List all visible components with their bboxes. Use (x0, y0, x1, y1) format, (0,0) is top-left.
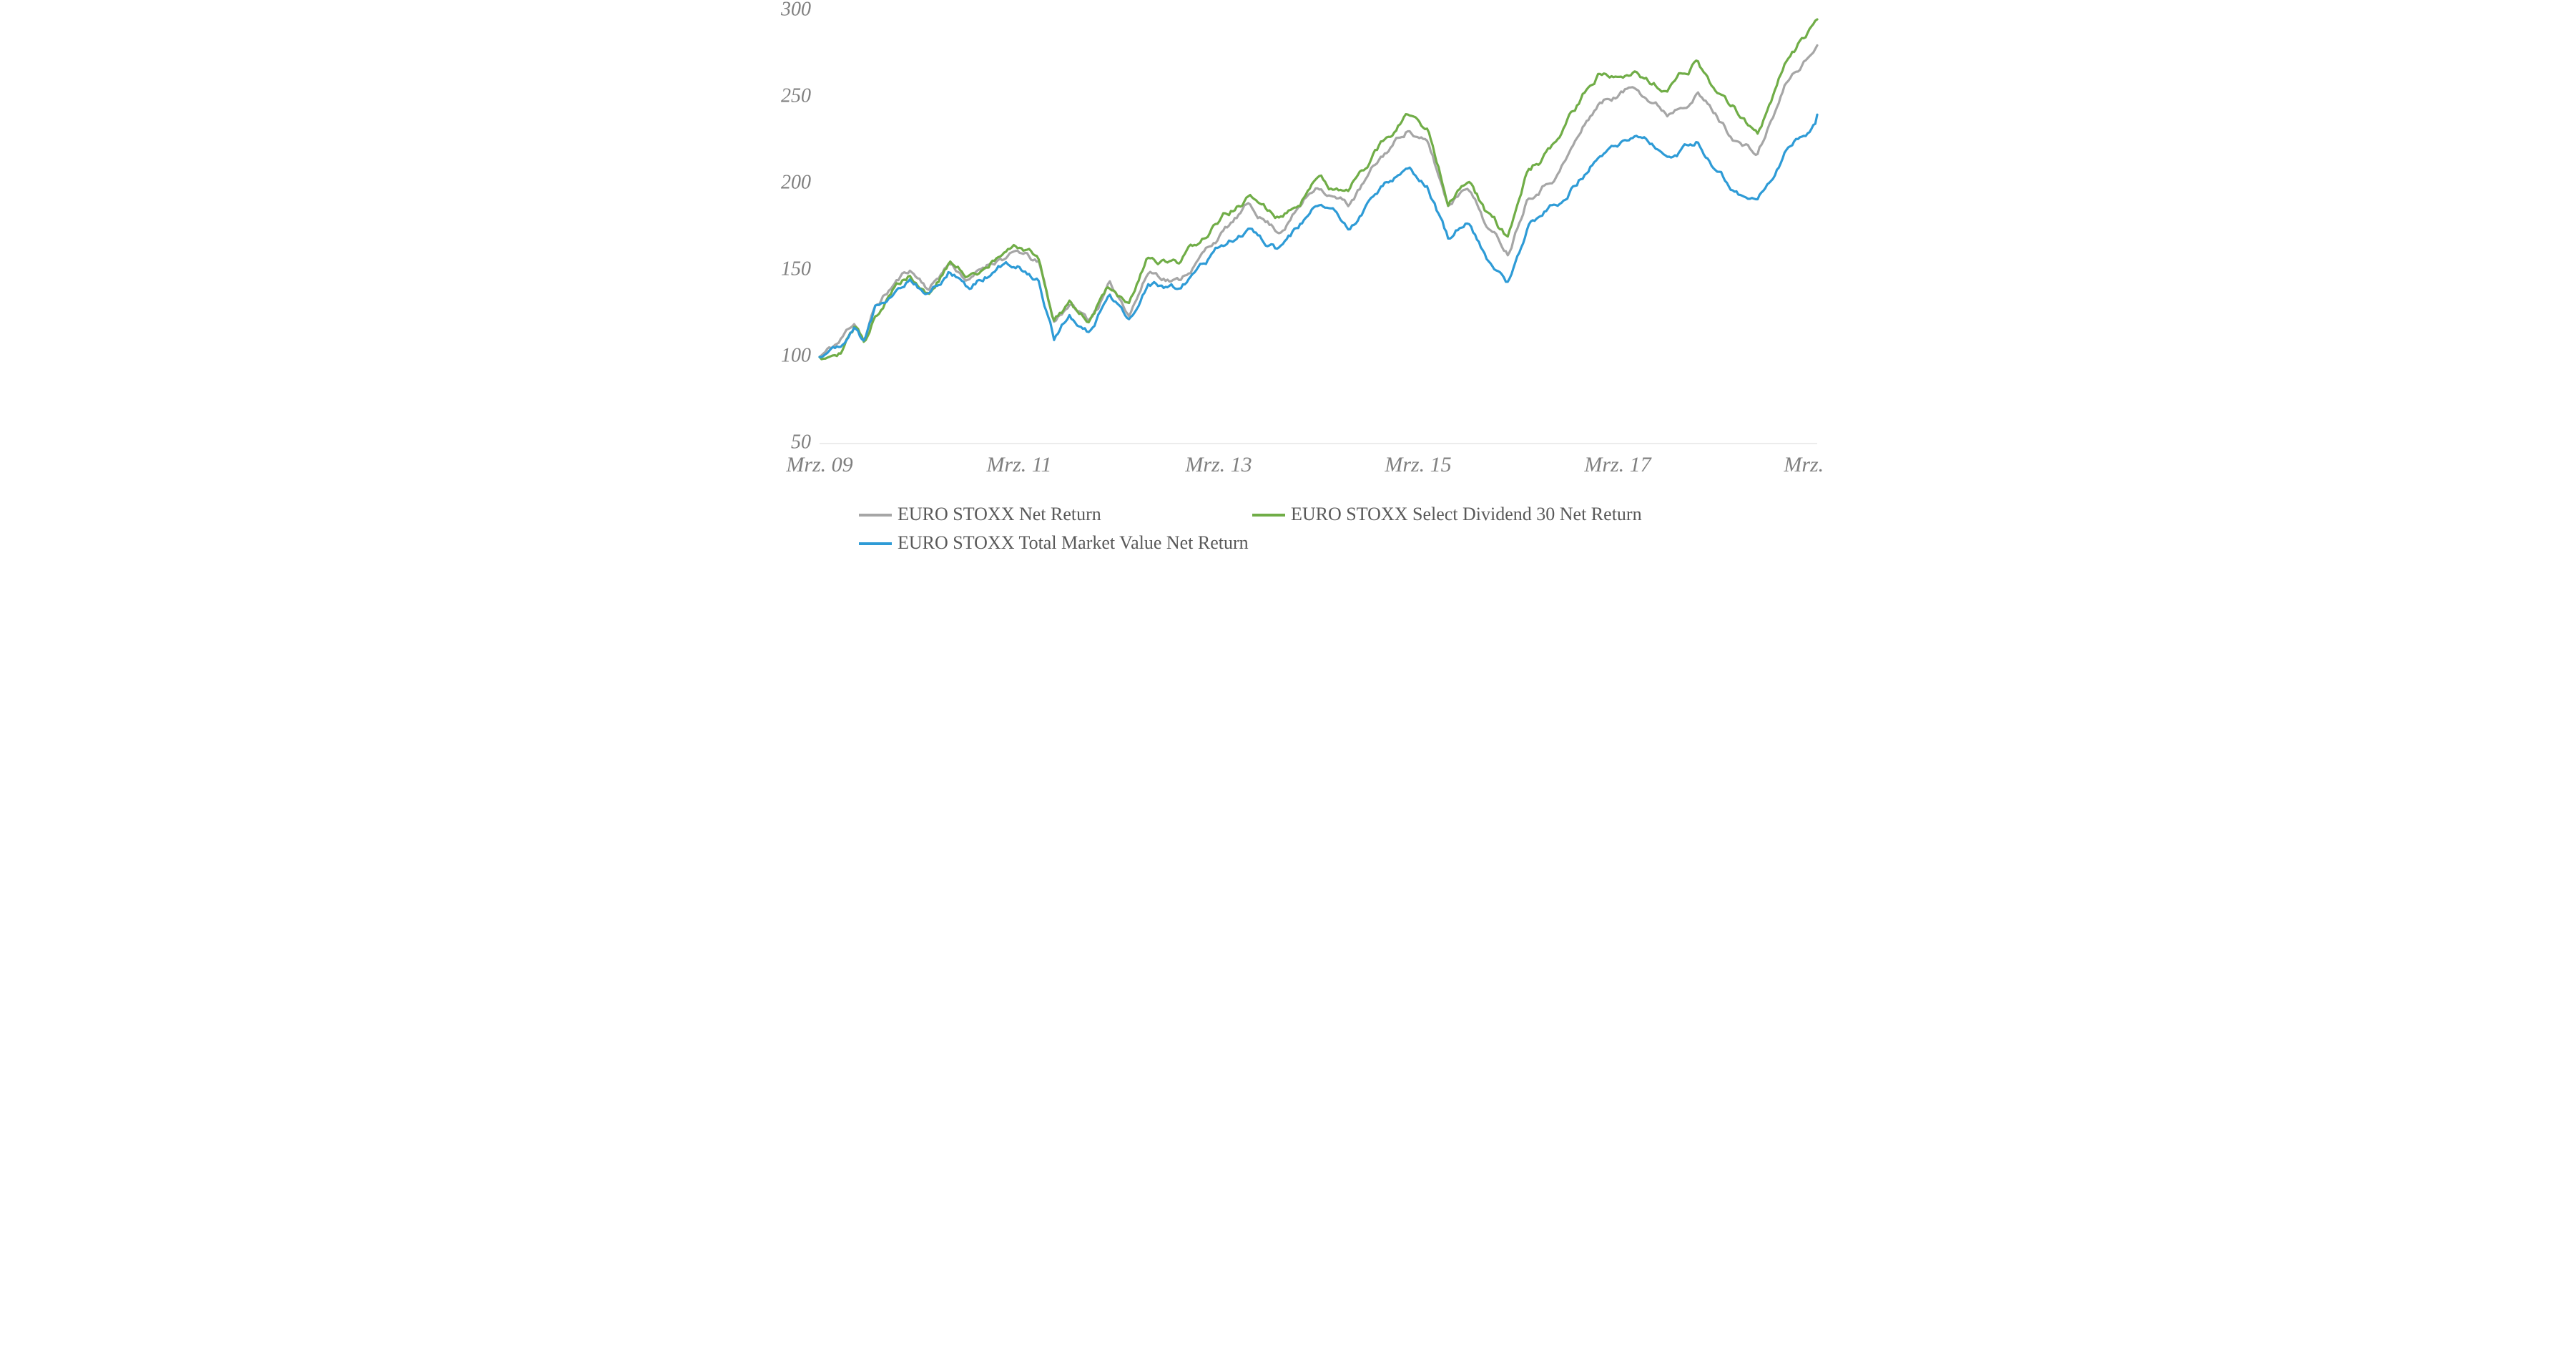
svg-text:Mrz. 17: Mrz. 17 (1583, 453, 1652, 476)
svg-text:300: 300 (780, 0, 811, 20)
svg-text:Mrz. 15: Mrz. 15 (1384, 453, 1451, 476)
line-chart: 50 100 150 200 250 300 Mrz. 09 Mrz. 11 Mrz. 13 Mr… (752, 0, 1824, 568)
legend-label: EURO STOXX Select Dividend 30 Net Return (1291, 504, 1642, 524)
series-line (820, 114, 1817, 357)
chart-svg: 50 100 150 200 250 300 Mrz. 09 Mrz. 11 Mrz. 13 Mr… (752, 0, 1824, 568)
legend-label: EURO STOXX Net Return (898, 504, 1101, 524)
svg-text:150: 150 (781, 258, 811, 280)
legend-label: EURO STOXX Total Market Value Net Return (898, 532, 1249, 553)
svg-text:100: 100 (781, 344, 811, 366)
svg-text:Mrz. 11: Mrz. 11 (985, 453, 1051, 476)
svg-text:Mrz. 13: Mrz. 13 (1184, 453, 1252, 476)
svg-text:Mrz. 09: Mrz. 09 (785, 453, 852, 476)
svg-text:Mrz. 19: Mrz. 19 (1783, 453, 1824, 476)
svg-text:250: 250 (781, 84, 811, 107)
svg-text:50: 50 (791, 431, 811, 453)
svg-text:200: 200 (781, 171, 811, 193)
